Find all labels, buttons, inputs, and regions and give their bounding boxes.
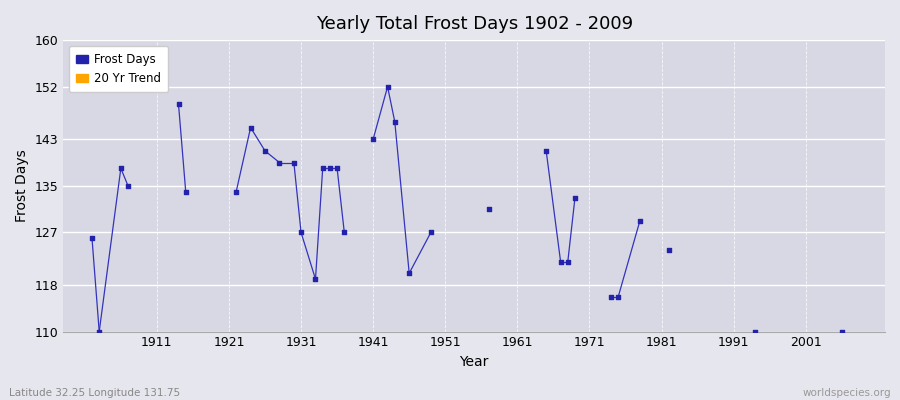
Point xyxy=(402,270,417,276)
Point xyxy=(229,188,243,195)
Point xyxy=(287,159,302,166)
Point xyxy=(171,101,185,108)
Point xyxy=(381,84,395,90)
Text: worldspecies.org: worldspecies.org xyxy=(803,388,891,398)
Text: Latitude 32.25 Longitude 131.75: Latitude 32.25 Longitude 131.75 xyxy=(9,388,180,398)
Y-axis label: Frost Days: Frost Days xyxy=(15,150,29,222)
Point xyxy=(424,229,438,236)
Point xyxy=(330,165,345,172)
Point xyxy=(272,159,286,166)
Point xyxy=(568,194,582,201)
Point xyxy=(243,124,257,131)
Point xyxy=(554,258,568,265)
Legend: Frost Days, 20 Yr Trend: Frost Days, 20 Yr Trend xyxy=(69,46,168,92)
Point xyxy=(388,118,402,125)
Point xyxy=(338,229,352,236)
Point xyxy=(113,165,128,172)
Point xyxy=(85,235,99,242)
Point xyxy=(309,276,323,282)
X-axis label: Year: Year xyxy=(459,355,489,369)
Point xyxy=(294,229,309,236)
Point xyxy=(662,247,676,253)
Point xyxy=(539,148,554,154)
Point xyxy=(633,218,647,224)
Point xyxy=(611,294,625,300)
Point xyxy=(121,183,135,189)
Point xyxy=(323,165,338,172)
Point xyxy=(366,136,381,142)
Point xyxy=(482,206,496,212)
Point xyxy=(92,328,106,335)
Point xyxy=(748,328,762,335)
Point xyxy=(604,294,618,300)
Title: Yearly Total Frost Days 1902 - 2009: Yearly Total Frost Days 1902 - 2009 xyxy=(316,15,633,33)
Point xyxy=(257,148,272,154)
Point xyxy=(561,258,575,265)
Point xyxy=(834,328,849,335)
Point xyxy=(178,188,193,195)
Point xyxy=(316,165,330,172)
